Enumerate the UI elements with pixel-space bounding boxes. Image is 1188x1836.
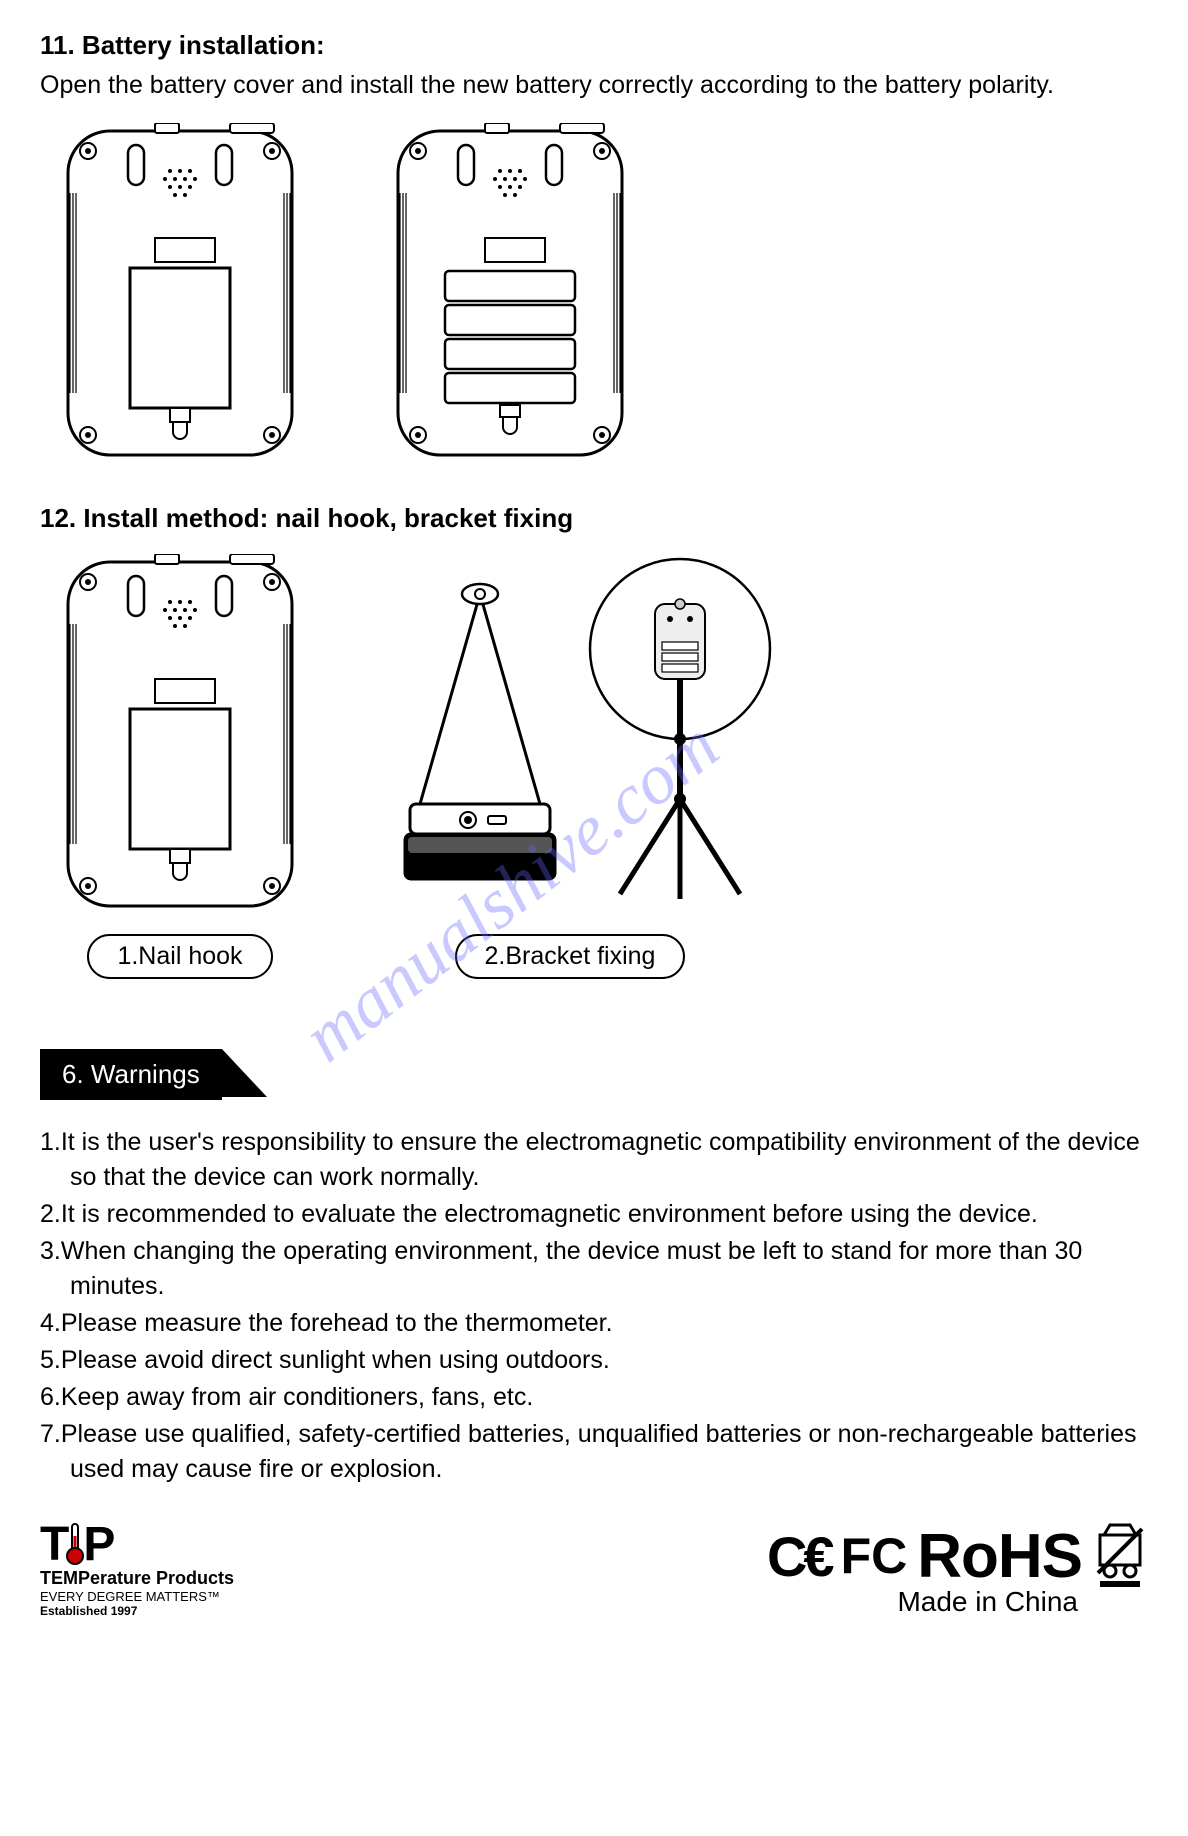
fcc-mark: FC [841, 1527, 908, 1585]
device-back-open-diagram [390, 123, 630, 463]
section-12-heading: 12. Install method: nail hook, bracket f… [40, 503, 1148, 534]
battery-diagram-row [60, 123, 1148, 463]
section-11-heading: 11. Battery installation: [40, 30, 1148, 61]
brand-block: T P TEMPerature Products EVERY DEGREE MA… [40, 1517, 234, 1618]
warning-item: 1.It is the user's responsibility to ens… [40, 1125, 1148, 1195]
nail-hook-caption: 1.Nail hook [87, 934, 272, 979]
bracket-fixing-caption: 2.Bracket fixing [455, 934, 686, 979]
warning-item: 2.It is recommended to evaluate the elec… [40, 1197, 1148, 1232]
nail-hook-diagram [60, 554, 300, 914]
brand-subtitle: TEMPerature Products [40, 1568, 234, 1589]
brand-tagline: EVERY DEGREE MATTERS™ [40, 1589, 234, 1604]
brand-letter-p: P [83, 1517, 113, 1572]
warnings-list: 1.It is the user's responsibility to ens… [40, 1125, 1148, 1487]
made-in-label: Made in China [767, 1586, 1078, 1618]
warning-item: 3.When changing the operating environmen… [40, 1234, 1148, 1304]
bracket-fixing-diagram [360, 554, 780, 914]
rohs-mark: RoHS [917, 1521, 1082, 1592]
page-footer: T P TEMPerature Products EVERY DEGREE MA… [40, 1517, 1148, 1618]
certification-block: C€ FC RoHS Made in China [767, 1521, 1148, 1618]
brand-logo: T P [40, 1517, 234, 1572]
warning-item: 6.Keep away from air conditioners, fans,… [40, 1380, 1148, 1415]
warnings-banner: 6. Warnings [40, 1049, 222, 1100]
brand-letter-t: T [40, 1517, 67, 1572]
device-back-closed-diagram [60, 123, 300, 463]
warning-item: 5.Please avoid direct sunlight when usin… [40, 1343, 1148, 1378]
thermometer-icon [65, 1522, 85, 1566]
weee-icon [1092, 1521, 1148, 1591]
ce-mark: C€ [767, 1524, 831, 1589]
warning-item: 7.Please use qualified, safety-certified… [40, 1417, 1148, 1487]
warning-item: 4.Please measure the forehead to the the… [40, 1306, 1148, 1341]
section-11-text: Open the battery cover and install the n… [40, 69, 1148, 103]
brand-established: Established 1997 [40, 1604, 234, 1618]
install-diagram-row: 1.Nail hook [60, 554, 1148, 979]
